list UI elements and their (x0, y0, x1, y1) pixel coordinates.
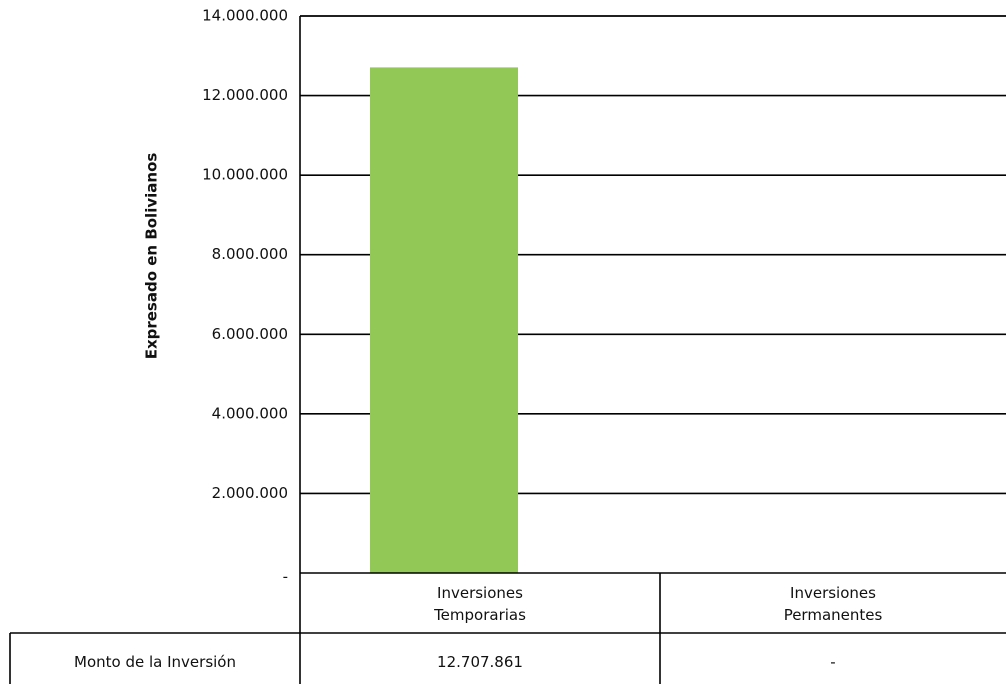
y-tick-label: 4.000.000 (212, 404, 288, 422)
y-tick-label: 2.000.000 (212, 484, 288, 502)
y-tick-label: - (283, 568, 288, 586)
category-labels: Inversiones Temporarias Inversiones Permane… (433, 584, 882, 624)
axes-and-table-lines (9, 15, 1006, 684)
category-label-1: Inversiones Permanentes (784, 584, 883, 624)
y-tick-label: 6.000.000 (212, 325, 288, 343)
y-tick-labels: 14.000.000 12.000.000 10.000.000 8.000.000 6… (202, 7, 288, 586)
category-label-0: Inversiones Temporarias (433, 584, 526, 624)
data-table: Monto de la Inversión 12.707.861 - (74, 653, 836, 671)
table-row-label: Monto de la Inversión (74, 653, 236, 671)
y-tick-label: 10.000.000 (202, 166, 288, 184)
bars (370, 67, 518, 573)
table-value-1: - (830, 653, 835, 671)
y-tick-label: 14.000.000 (202, 7, 288, 25)
y-axis-label: Expresado en Bolivianos (143, 153, 161, 360)
table-value-0: 12.707.861 (437, 653, 523, 671)
bar-0 (370, 67, 518, 573)
y-tick-label: 12.000.000 (202, 86, 288, 104)
y-tick-label: 8.000.000 (212, 245, 288, 263)
